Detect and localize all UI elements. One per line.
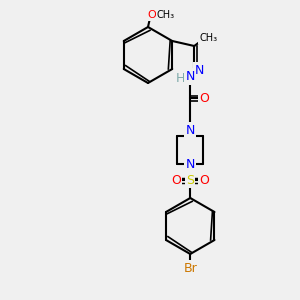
Text: H: H [176,71,185,85]
Text: N: N [186,158,195,170]
Text: O: O [148,10,156,20]
Text: O: O [171,173,181,187]
Text: CH₃: CH₃ [199,33,217,43]
Text: O: O [199,173,209,187]
Text: Br: Br [183,262,197,275]
Text: N: N [186,70,195,83]
Text: S: S [186,173,194,187]
Text: N: N [186,124,195,136]
Text: N: N [195,64,204,76]
Text: CH₃: CH₃ [157,10,175,20]
Text: O: O [199,92,209,104]
